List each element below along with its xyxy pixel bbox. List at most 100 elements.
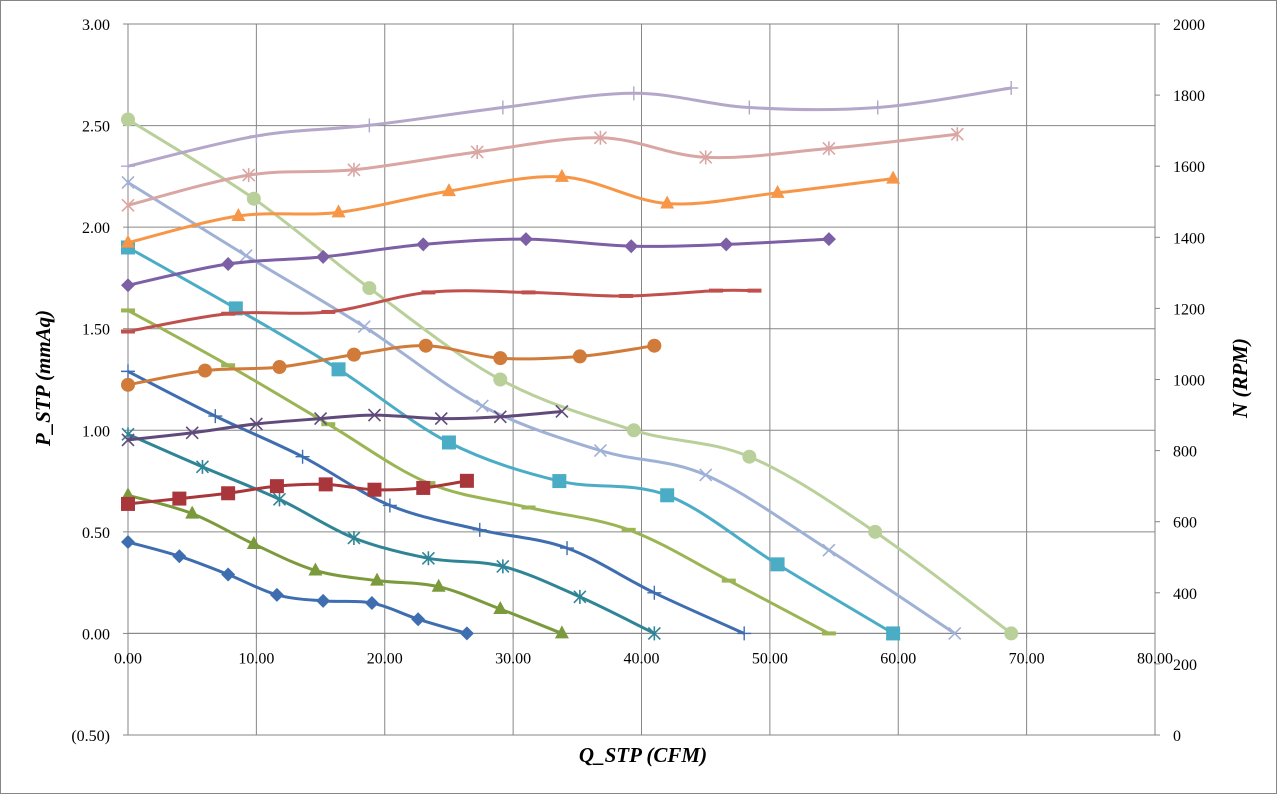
series-pressure-7 (121, 112, 1019, 641)
series-speed-13 (121, 168, 901, 248)
y2-tick-label: 400 (1173, 586, 1197, 603)
x-tick-label: 20.00 (367, 650, 403, 667)
data-point-marker (242, 168, 256, 183)
series-line (127, 309, 830, 635)
data-point-marker (321, 422, 336, 427)
data-point-marker (208, 409, 223, 424)
y-tick-label: 1.00 (82, 423, 110, 440)
data-point-marker (121, 175, 135, 190)
data-point-marker (950, 127, 964, 142)
data-point-marker (198, 363, 213, 378)
x-axis-title: Q_STP (CFM) (579, 743, 707, 767)
data-point-marker (249, 417, 263, 431)
data-point-marker (367, 408, 382, 422)
data-point-marker (560, 541, 575, 556)
data-point-marker (518, 232, 533, 247)
data-point-marker (121, 377, 135, 392)
data-point-marker (554, 625, 569, 639)
tick-labels: (0.50) 0.00 0.50 1.00 1.50 2.00 2.50 3.00 0.00 10… (71, 17, 1205, 745)
x-tick-label: 60.00 (880, 650, 916, 667)
data-point-marker (249, 128, 264, 143)
data-point-marker (555, 404, 569, 419)
y2-axis-title: N (RPM) (1228, 338, 1252, 419)
data-point-marker (870, 100, 885, 115)
data-point-marker (593, 130, 607, 145)
series-speed-8 (121, 473, 474, 511)
data-point-marker (321, 309, 336, 314)
data-point-marker (886, 626, 901, 641)
data-point-marker (172, 549, 187, 564)
data-point-marker (357, 320, 371, 334)
data-point-marker (770, 184, 785, 198)
data-point-marker (647, 585, 662, 600)
data-point-marker (121, 278, 135, 293)
data-point-marker (647, 626, 661, 641)
data-point-marker (418, 338, 433, 353)
series-line (127, 370, 745, 635)
data-point-marker (316, 593, 331, 608)
data-point-marker (434, 412, 448, 426)
series-line (127, 86, 1012, 168)
series-line (127, 132, 958, 207)
data-point-marker (868, 524, 883, 539)
data-point-marker (573, 589, 587, 604)
data-point-marker (347, 530, 361, 545)
series-speed-14 (121, 127, 964, 213)
data-point-marker (121, 198, 135, 213)
data-point-marker (421, 290, 436, 295)
series-line (127, 181, 956, 635)
x-tick-label: 40.00 (624, 650, 660, 667)
data-point-marker (221, 363, 236, 368)
y2-tick-label: 1400 (1173, 230, 1205, 247)
data-point-marker (1004, 80, 1019, 95)
data-point-marker (719, 237, 734, 252)
x-tick-label: 0.00 (114, 650, 142, 667)
data-point-marker (619, 293, 634, 298)
data-point-marker (493, 351, 508, 366)
data-point-marker (370, 572, 385, 586)
data-point-marker (660, 195, 675, 209)
data-point-marker (886, 170, 901, 184)
data-point-marker (272, 360, 287, 375)
data-point-marker (459, 626, 474, 641)
data-point-marker (362, 118, 377, 133)
data-point-marker (721, 578, 736, 583)
series-pressure-0 (121, 535, 474, 641)
data-point-marker (770, 557, 785, 572)
data-point-marker (421, 551, 435, 566)
data-point-marker (431, 578, 446, 592)
series-pressure-6 (121, 175, 962, 640)
data-point-marker (821, 232, 836, 247)
data-point-marker (742, 449, 757, 464)
data-point-marker (121, 535, 135, 550)
data-point-marker (572, 349, 587, 364)
data-point-marker (493, 601, 508, 615)
data-point-marker (647, 338, 662, 353)
data-point-marker (742, 100, 757, 115)
data-point-marker (346, 347, 361, 362)
data-point-marker (367, 482, 382, 497)
data-point-marker (708, 288, 723, 293)
data-point-marker (948, 626, 962, 640)
data-point-marker (472, 522, 487, 537)
data-point-marker (246, 191, 261, 206)
data-point-marker (221, 486, 236, 501)
data-point-marker (699, 468, 713, 482)
data-point-marker (195, 459, 210, 474)
data-point-marker (1004, 626, 1019, 641)
data-point-marker (121, 433, 135, 447)
data-point-marker (172, 491, 187, 506)
data-point-marker (554, 168, 569, 182)
y-tick-label: (0.50) (71, 728, 110, 745)
y-tick-label: 2.50 (82, 119, 110, 136)
data-point-marker (475, 399, 489, 413)
data-point-marker (121, 364, 135, 379)
data-point-marker (362, 281, 377, 296)
series-speed-12 (121, 232, 836, 293)
data-point-marker (493, 410, 507, 424)
x-tick-label: 70.00 (1009, 650, 1045, 667)
series-pressure-4 (121, 308, 836, 636)
y2-tick-label: 2000 (1173, 17, 1205, 34)
data-point-marker (313, 412, 328, 426)
